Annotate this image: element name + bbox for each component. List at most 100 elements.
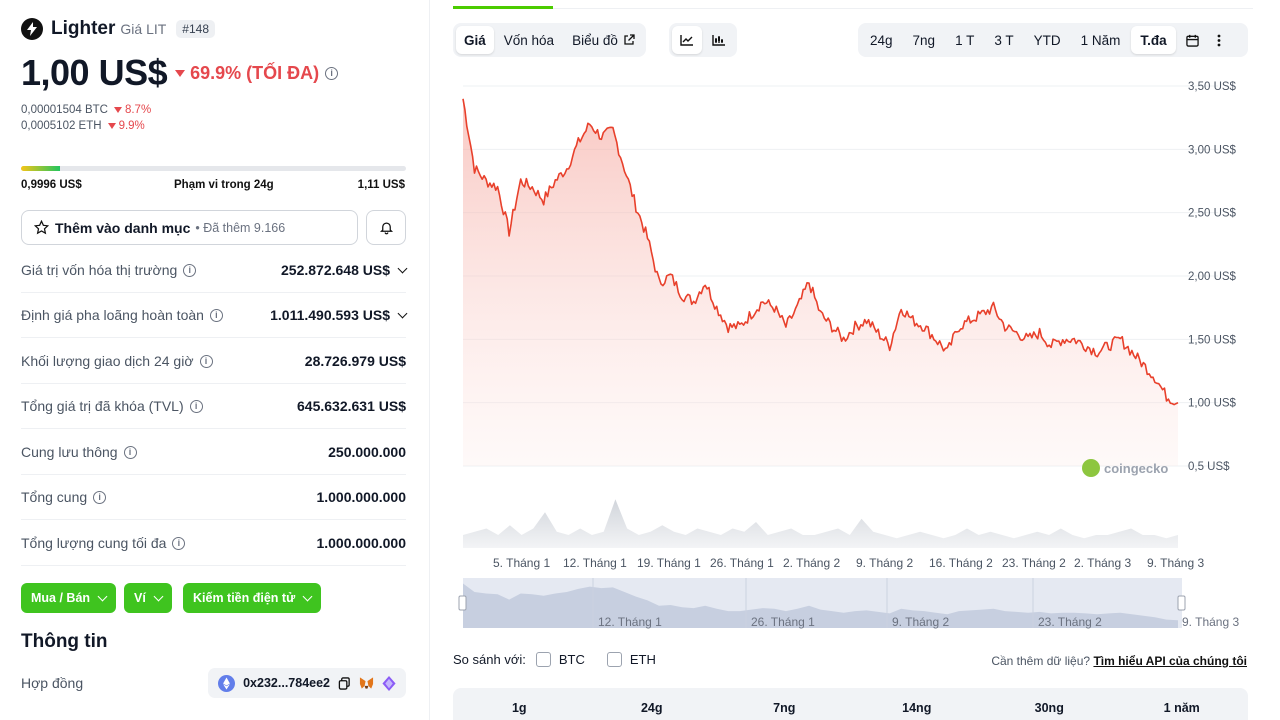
range-label: Phạm vi trong 24g: [174, 179, 274, 191]
chevron-down-icon: [153, 591, 164, 601]
navigator-label: 9. Tháng 3: [1182, 615, 1239, 629]
range-tab[interactable]: T.đa: [1131, 26, 1176, 54]
buy-sell-label: Mua / Bán: [31, 591, 91, 605]
contract-chip[interactable]: 0x232...784ee2: [208, 668, 406, 698]
info-icon[interactable]: i: [93, 490, 107, 504]
tab-chart-label: Biểu đồ: [572, 32, 618, 48]
range-tab[interactable]: 1 T: [955, 32, 975, 48]
price-area: [463, 98, 1178, 467]
info-icon[interactable]: i: [183, 263, 197, 277]
down-triangle-icon: [113, 107, 122, 113]
compare-eth-checkbox[interactable]: [606, 652, 622, 667]
stat-row: Tổng giá trị đã khóa (TVL) i 645.632.631 U…: [21, 384, 406, 429]
perf-header-cell: 7ng: [773, 701, 796, 715]
eth-price: 0,0005102 ETH: [21, 120, 102, 132]
range-tab[interactable]: 1 Năm: [1080, 32, 1121, 48]
chart-style-toggle: [669, 23, 737, 57]
earn-crypto-label: Kiếm tiền điện tử: [193, 591, 296, 605]
x-tick-label: 9. Tháng 3: [1147, 556, 1204, 570]
coin-info-panel: Lighter Giá LIT #148 1,00 US$ 69.9% (TỐI…: [0, 0, 430, 720]
chart-type-tabs: Giá Vốn hóa Biểu đồ: [453, 23, 646, 57]
info-icon[interactable]: i: [199, 354, 213, 368]
stat-value: 252.872.648 US$: [281, 262, 408, 278]
stat-label-text: Tổng cung: [21, 489, 88, 505]
stat-row: Khối lượng giao dịch 24 giờ i 28.726.979 U…: [21, 339, 406, 384]
navigator-series: [463, 583, 1178, 628]
info-icon[interactable]: i: [325, 66, 339, 80]
performance-table-header: 1g 24g 7ng 14ng 30ng 1 năm: [453, 688, 1248, 720]
navigator-label: 12. Tháng 1: [598, 615, 662, 629]
range-tab[interactable]: 24g: [870, 32, 893, 48]
y-tick-label: 3,50 US$: [1188, 81, 1237, 93]
stat-row[interactable]: Giá trị vốn hóa thị trường i 252.872.648 U…: [21, 248, 408, 293]
more-options-icon[interactable]: [1209, 26, 1229, 54]
eth-change-value: 9.9%: [118, 120, 145, 132]
coingecko-logo-icon: [1082, 459, 1100, 477]
compare-btc-checkbox[interactable]: [535, 652, 551, 667]
calendar-button[interactable]: [1178, 26, 1207, 54]
info-icon[interactable]: i: [209, 308, 223, 322]
tab-price[interactable]: Giá: [456, 26, 494, 54]
price-row: 1,00 US$ 69.9% (TỐI ĐA) i: [21, 52, 339, 94]
navigator-handle: [1177, 595, 1186, 611]
candlestick-button[interactable]: [704, 26, 734, 54]
stat-value-text: 252.872.648 US$: [281, 262, 390, 278]
info-icon[interactable]: i: [123, 445, 137, 459]
tab-market-cap[interactable]: Vốn hóa: [503, 32, 555, 48]
contract-address: 0x232...784ee2: [243, 676, 330, 690]
stat-value-text: 1.000.000.000: [316, 535, 406, 551]
stat-label: Tổng lượng cung tối đa i: [21, 535, 186, 551]
lighter-logo-icon: [21, 18, 43, 40]
y-tick-label: 2,00 US$: [1188, 271, 1237, 283]
stat-label-text: Định giá pha loãng hoàn toàn: [21, 307, 204, 323]
bell-icon: [379, 222, 393, 235]
stat-value-text: 250.000.000: [328, 444, 406, 460]
stat-value-text: 28.726.979 US$: [304, 353, 406, 369]
line-chart-button[interactable]: [672, 26, 702, 54]
api-prefix: Cần thêm dữ liệu?: [991, 654, 1091, 668]
navigator-handle: [458, 595, 467, 611]
tab-chart[interactable]: Biểu đồ: [564, 26, 643, 54]
stat-value: 645.632.631 US$: [297, 398, 406, 414]
wallet-button[interactable]: Ví: [124, 583, 172, 613]
stat-value-text: 645.632.631 US$: [297, 398, 406, 414]
stat-row[interactable]: Định giá pha loãng hoàn toàn i 1.011.490.5…: [21, 293, 408, 338]
x-tick-label: 9. Tháng 2: [856, 556, 913, 570]
perf-header-cell: 30ng: [1034, 701, 1064, 715]
perf-header-cell: 14ng: [902, 701, 932, 715]
eth-price-row: 0,0005102 ETH 9.9%: [21, 120, 145, 132]
buy-sell-button[interactable]: Mua / Bán: [21, 583, 117, 613]
stat-value-text: 1.000.000.000: [316, 489, 406, 505]
copy-icon[interactable]: [338, 676, 351, 690]
stat-value: 1.011.490.593 US$: [270, 307, 408, 323]
rank-badge: #148: [176, 20, 215, 38]
watermark-text: coingecko: [1104, 461, 1168, 476]
chevron-down-icon[interactable]: [397, 263, 408, 273]
price-alert-button[interactable]: [366, 210, 406, 245]
watchlist-count: • Đã thêm 9.166: [195, 220, 286, 235]
active-tab-indicator: [453, 6, 553, 9]
info-section-title: Thông tin: [21, 631, 108, 652]
add-to-watchlist-button[interactable]: Thêm vào danh mục • Đã thêm 9.166: [21, 210, 358, 245]
stat-label: Cung lưu thông i: [21, 444, 137, 460]
price-chart[interactable]: 3,50 US$ 3,00 US$ 2,50 US$ 2,00 US$ 1,50 US$…: [431, 70, 1280, 650]
range-tab[interactable]: 7ng: [912, 32, 936, 48]
calendar-icon: [1185, 34, 1199, 47]
stat-label-text: Tổng giá trị đã khóa (TVL): [21, 398, 184, 414]
chevron-down-icon[interactable]: [397, 308, 408, 318]
chain-diamond-icon[interactable]: [382, 675, 396, 691]
metamask-fox-icon[interactable]: [359, 676, 374, 690]
btc-price: 0,00001504 BTC: [21, 104, 108, 116]
navigator-label: 26. Tháng 1: [751, 615, 815, 629]
btc-change-value: 8.7%: [124, 104, 152, 116]
range-tab[interactable]: 3 T: [994, 32, 1014, 48]
range-tab[interactable]: YTD: [1033, 32, 1061, 48]
earn-crypto-button[interactable]: Kiếm tiền điện tử: [183, 583, 322, 613]
range-high: 1,11 US$: [357, 179, 405, 191]
x-tick-label: 23. Tháng 2: [1002, 556, 1066, 570]
api-link[interactable]: Tìm hiểu API của chúng tôi: [1093, 654, 1247, 668]
stat-row: Cung lưu thông i 250.000.000: [21, 430, 406, 475]
info-icon[interactable]: i: [172, 536, 186, 550]
volume-area: [463, 499, 1178, 548]
info-icon[interactable]: i: [189, 399, 203, 413]
